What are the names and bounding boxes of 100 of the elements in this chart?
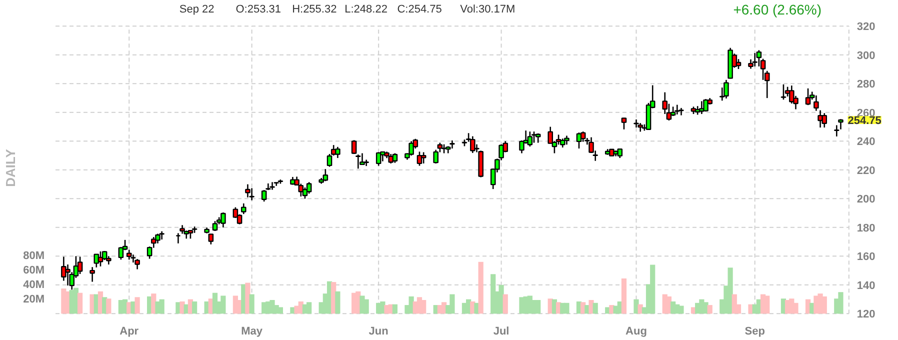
candlestick [245,184,250,198]
text: C:254.75 [397,4,442,16]
y-tick-label: 300 [856,50,876,62]
y-tick-label: 240 [856,136,876,148]
candlestick [298,183,304,198]
bar [822,296,827,314]
y-tick-label: 220 [856,164,876,177]
y2-tick-label: 60M [23,264,45,277]
bar [502,294,508,314]
candlestick [212,220,218,232]
candlestick [805,88,811,106]
x-tick-label: May [241,326,264,338]
candlestick [376,152,382,166]
candlestick [678,107,684,116]
x-tick-label: Jul [493,326,510,338]
bar [134,297,140,314]
candlestick [61,256,66,282]
bar [421,300,426,314]
bar [478,262,484,314]
bar [192,301,198,314]
candlestick [322,168,328,182]
y2-tick-label: 40M [23,278,45,291]
candlestick [780,84,786,100]
bar [159,299,164,314]
x-tick-label: Jun [368,326,389,338]
candlestick [822,112,828,128]
candlestick [261,189,267,202]
x-tick-label: Apr [120,326,140,338]
y-tick-label: 120 [856,308,876,321]
y-tick-label: 320 [856,21,876,34]
bar [764,296,770,314]
bar [306,302,312,314]
candlestick [364,159,369,167]
candlestick [535,132,541,144]
bar [220,296,226,314]
candlestick [670,106,676,117]
candlestick [838,118,844,130]
candlestick [470,136,476,154]
bar [278,307,283,314]
candlestick [90,266,95,282]
candlestick [351,140,357,155]
candlestick [420,152,426,164]
candlestick [306,181,312,194]
bar [728,268,733,314]
candlestick [155,233,160,244]
y-tick-label: 160 [856,251,876,264]
y-tick-label: 200 [856,194,876,206]
bar [77,292,83,314]
candlestick [392,152,398,164]
candlestick [249,188,254,201]
bar [450,294,455,314]
candlestick [134,258,140,270]
candlestick [527,130,533,148]
text: H:255.32 [292,4,337,16]
candlestick [130,254,136,264]
bar [592,302,598,314]
y2-tick-label: 80M [23,250,45,262]
candlestick [126,249,132,260]
candlestick [65,264,70,286]
text: Sep 22 [179,4,214,16]
bar [335,291,340,314]
bar [838,292,844,314]
candlestick [724,79,729,100]
x-tick-label: Sep [744,326,766,338]
text: O:253.31 [236,4,282,16]
bar [793,302,798,314]
text: +6.60 (2.66%) [733,2,822,18]
candlestick [703,98,708,112]
candlestick [355,154,361,170]
y-tick-label: 180 [856,222,876,234]
candlestick [814,94,819,112]
candlestick [326,153,332,168]
bar [364,299,369,314]
candlestick [450,140,455,150]
candlestick [220,212,226,228]
y2-axis-title: DAILY [3,148,18,187]
bar [621,278,627,314]
bar [392,304,398,314]
bar [249,294,254,314]
candlestick [634,118,639,128]
candlestick [834,124,840,138]
candlestick [519,140,524,154]
candlestick [621,117,627,130]
text: Vol:30.17M [460,4,516,16]
candlestick [674,104,680,116]
y-tick-label: 140 [856,280,876,292]
candlestick [617,148,623,159]
bar [106,298,112,314]
bar [678,306,684,314]
bar [707,305,712,314]
candlestick [756,50,762,68]
y2-tick-label: 20M [23,293,45,306]
candlestick [270,181,275,190]
candlestick [360,152,365,166]
candlestick [752,52,758,68]
bar [536,300,541,314]
text: L:248.22 [344,4,388,16]
bar [564,302,570,314]
x-tick-label: Aug [626,326,647,338]
candlestick [388,153,394,164]
